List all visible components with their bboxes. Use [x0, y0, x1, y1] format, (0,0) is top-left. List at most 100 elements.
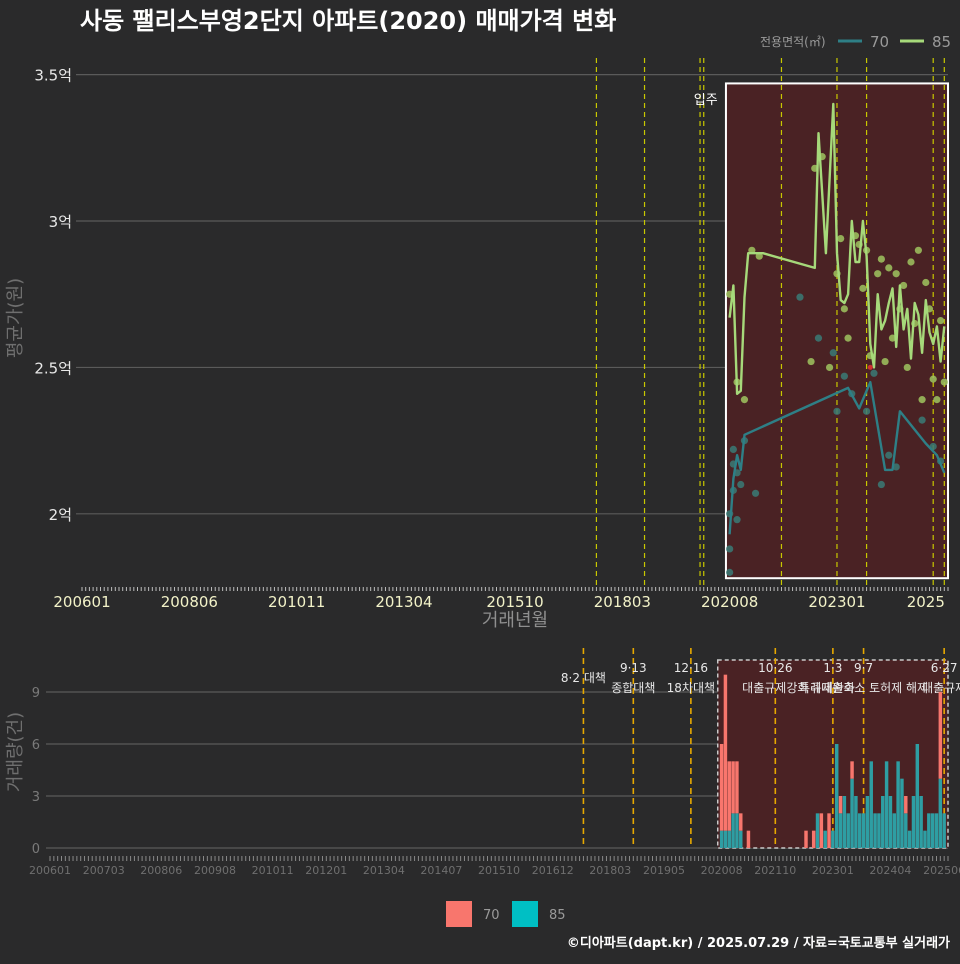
x-tick-label: 201510 — [486, 593, 543, 611]
bar-85 — [723, 830, 728, 848]
scatter-point-70 — [796, 293, 804, 301]
scatter-point-85 — [940, 378, 948, 386]
bar-70 — [746, 830, 751, 848]
bar-70 — [827, 813, 831, 848]
policy-label-date: 9·13 — [620, 661, 647, 675]
x-tick-label: 201011 — [268, 593, 325, 611]
bar-70 — [850, 761, 854, 779]
bar-85 — [854, 796, 858, 848]
volume-x-tick-label: 200908 — [194, 864, 236, 877]
bar-85 — [884, 761, 889, 848]
bar-85 — [900, 778, 904, 848]
scatter-point-85 — [892, 270, 900, 278]
bar-85 — [842, 796, 847, 848]
bar-85 — [896, 761, 900, 848]
volume-x-tick-label: 202110 — [754, 864, 796, 877]
policy-label-date: 6·27 — [931, 661, 958, 675]
bar-85 — [858, 813, 862, 848]
bar-70 — [731, 761, 735, 814]
volume-x-tick-label: 200806 — [140, 864, 182, 877]
bar-70 — [804, 830, 808, 848]
scatter-point-85 — [877, 255, 885, 263]
scatter-point-85 — [933, 396, 941, 404]
bar-85 — [861, 813, 866, 848]
scatter-point-85 — [885, 264, 893, 272]
bar-70 — [735, 761, 739, 814]
volume-y-axis-title: 거래량(건) — [5, 712, 26, 792]
scatter-point-70 — [733, 516, 741, 524]
bar-85 — [869, 761, 873, 848]
scatter-point-70 — [729, 445, 737, 453]
volume-x-tick-label: 201011 — [252, 864, 294, 877]
legend: 전용면적(㎡) 70 85 — [760, 33, 951, 51]
volume-y-tick: 6 — [32, 738, 40, 753]
movein-annotation: 입주 — [694, 93, 718, 108]
bar-85 — [873, 813, 877, 848]
x-tick-label: 200601 — [53, 593, 110, 611]
footer-credit: ©디아파트(dapt.kr) / 2025.07.29 / 자료=국토교통부 실… — [567, 935, 950, 951]
scatter-point-85 — [840, 305, 848, 313]
scatter-point-70 — [829, 349, 837, 357]
policy-label-name: 8·2 대책 — [561, 670, 606, 685]
x-tick-label: 201304 — [375, 593, 432, 611]
bar-85 — [838, 813, 843, 848]
bar-70 — [719, 744, 724, 831]
scatter-point-70 — [870, 369, 878, 377]
policy-label-name: 18차대책 — [667, 680, 715, 695]
bottom-legend: 70 85 — [446, 901, 566, 927]
policy-label-date: 1·3 — [823, 661, 842, 675]
y-axis-title: 평균가(원) — [5, 278, 26, 358]
volume-x-tick-label: 202404 — [869, 864, 911, 877]
policy-label-name: 대출규제 — [922, 681, 960, 695]
legend-label-70: 70 — [870, 33, 889, 51]
bar-85 — [930, 813, 935, 848]
scatter-point-85 — [914, 246, 922, 254]
bar-85 — [834, 744, 839, 848]
scatter-point-70 — [862, 407, 871, 415]
x-tick-label: 202301 — [808, 593, 865, 611]
x-tick-label: 202008 — [701, 593, 758, 611]
scatter-point-70 — [840, 372, 848, 380]
x-tick-label: 201803 — [594, 593, 651, 611]
bar-70 — [739, 813, 743, 831]
bar-85 — [846, 813, 850, 848]
bar-85 — [831, 830, 835, 848]
scatter-point-85 — [874, 270, 882, 278]
bar-70 — [811, 830, 816, 848]
series-line-70 — [728, 380, 946, 535]
y-tick-label: 3.5억 — [34, 67, 72, 85]
bar-85 — [823, 830, 827, 848]
volume-panel: 0 3 6 9 8·2 대책 9·13 종합대책 12·16 18차대책 10·26 대출규제강화 1… — [29, 648, 960, 877]
bar-85 — [731, 813, 735, 848]
bar-85 — [892, 813, 897, 848]
chart-title: 사동 팰리스부영2단지 아파트(2020) 매매가격 변화 — [80, 7, 616, 35]
scatter-point-70 — [751, 489, 760, 497]
bar-70 — [904, 796, 908, 814]
highlight-region — [724, 82, 950, 580]
bar-85 — [719, 830, 724, 848]
bar-70 — [838, 796, 843, 814]
scatter-point-85 — [929, 375, 937, 383]
bar-85 — [735, 813, 739, 848]
bar-85 — [915, 744, 920, 848]
volume-x-tick-label: 200601 — [29, 864, 71, 877]
scatter-point-85 — [899, 281, 908, 290]
bar-70 — [723, 674, 728, 831]
bar-85 — [907, 830, 912, 848]
scatter-point-70 — [877, 480, 885, 489]
volume-y-tick: 9 — [32, 686, 40, 701]
bottom-legend-swatch-85 — [512, 901, 538, 927]
volume-x-tick-label: 202506 — [923, 864, 960, 877]
scatter-point-85 — [807, 357, 815, 366]
scatter-point-85 — [881, 357, 889, 366]
policy-label-date: 10·26 — [758, 661, 792, 675]
scatter-point-70 — [885, 451, 893, 459]
scatter-point-85 — [837, 234, 845, 243]
bar-70 — [727, 761, 731, 831]
scatter-point-70 — [833, 407, 841, 415]
policy-label-date: 9·7 — [854, 661, 873, 675]
scatter-point-70 — [814, 334, 823, 342]
scatter-point-70 — [918, 416, 926, 424]
bottom-legend-label-85: 85 — [549, 908, 566, 923]
